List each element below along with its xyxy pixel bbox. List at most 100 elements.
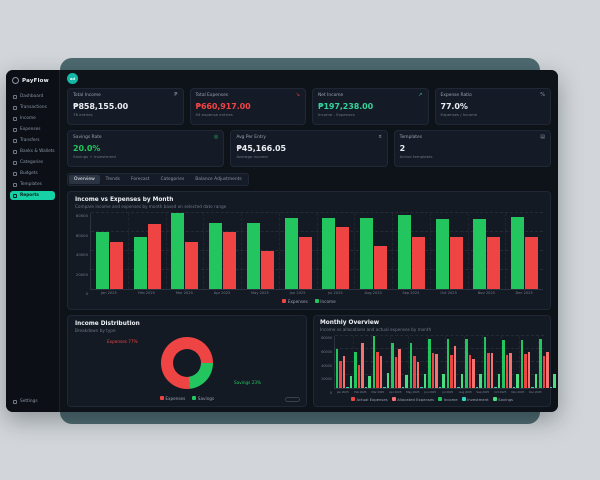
bar-allocated-expenses <box>398 349 401 388</box>
x-tick-label: Dec 2025 <box>515 291 533 296</box>
gridline <box>91 250 543 252</box>
bar-group-dec-2025 <box>505 213 543 290</box>
sidebar-item-transfers[interactable]: Transfers <box>10 136 55 145</box>
gridline <box>91 269 543 271</box>
x-tick-label: Feb 2025 <box>354 389 367 394</box>
donut-hole <box>173 349 201 378</box>
bar-investment <box>383 386 386 388</box>
bar-expenses <box>185 241 199 290</box>
bar-income <box>354 352 357 388</box>
tab-balance-adjustments[interactable]: Balance Adjustments <box>195 176 242 182</box>
app-window: PayFlow Dashboard Transactions Income Expen… <box>6 70 558 412</box>
x-axis: Jan 2025 Feb 2025 Mar 2025 Apr 2025 May 2025… <box>334 389 544 395</box>
x-tick-label: Apr 2025 <box>389 389 402 394</box>
stat-card-total-income: Total Income ₱ ₱858,155.00 76 entries <box>67 87 184 125</box>
tab-trends[interactable]: Trends <box>105 176 120 182</box>
bar-actual-expenses <box>505 354 508 388</box>
chart-legend: Actual Expenses Allocated Expenses Income I… <box>320 397 544 402</box>
sidebar-item-dashboard[interactable]: Dashboard <box>10 92 55 101</box>
scrollbar-pill[interactable] <box>285 396 300 402</box>
gridline <box>91 212 543 214</box>
income-icon <box>13 116 17 121</box>
x-tick-label: May 2025 <box>251 291 269 296</box>
bar-income <box>428 339 431 388</box>
chart-legend: Expenses Income <box>75 299 543 304</box>
bar-allocated-expenses <box>527 352 530 388</box>
sidebar-item-banks-wallets[interactable]: Banks & Wallets <box>10 147 55 156</box>
sidebar-item-label: Templates <box>20 182 42 187</box>
x-tick-label: Nov 2025 <box>511 389 525 394</box>
tab-categories[interactable]: Categories <box>160 176 185 182</box>
x-tick-label: Jan 2025 <box>100 291 117 296</box>
reports-icon <box>13 193 17 198</box>
bar-group-feb-2025 <box>352 336 372 388</box>
stat-value: 77.0% <box>440 101 468 111</box>
legend-item-income: Income <box>314 298 336 304</box>
sidebar-item-label: Budgets <box>20 171 38 176</box>
tab-forecast[interactable]: Forecast <box>130 176 150 182</box>
bar-investment <box>494 386 497 388</box>
monthly-overview-chart: 80000 60000 40000 20000 0 Jan 2025 Feb 2025 Ma… <box>320 335 556 395</box>
bar-expenses <box>374 246 388 290</box>
sidebar-item-label: Categories <box>20 160 44 165</box>
sidebar-item-income[interactable]: Income <box>10 114 55 123</box>
sidebar-item-expenses[interactable]: Expenses <box>10 125 55 134</box>
sidebar-item-templates[interactable]: Templates <box>10 180 55 189</box>
bar-income <box>284 217 298 290</box>
bar-investment <box>438 386 441 388</box>
x-tick-label: Aug 2025 <box>364 291 382 296</box>
y-tick-label: 20000 <box>321 377 332 382</box>
tab-overview[interactable]: Overview <box>69 174 100 184</box>
bar-expenses <box>260 251 274 290</box>
templates-icon <box>13 182 17 187</box>
x-tick-label: Jul 2025 <box>328 291 343 296</box>
income-vs-expenses-card: Income vs Expenses by Month Compare inco… <box>67 190 551 310</box>
y-axis: 80000 60000 40000 20000 0 <box>320 336 334 395</box>
donut-callout-expenses-77: Expenses 77% <box>107 339 138 345</box>
stat-card-savings-rate: Savings Rate ◎ 20.0% Savings + Investment <box>67 129 225 167</box>
y-tick-label: 80000 <box>75 213 88 219</box>
legend-label: Savings <box>498 396 514 402</box>
x-tick-label: Apr 2025 <box>213 291 231 296</box>
donut-callout-savings-23: Savings 23% <box>234 380 261 386</box>
sidebar-item-reports[interactable]: Reports <box>10 191 55 200</box>
legend-item-income: Income <box>438 397 458 402</box>
main-content: ad Total Income ₱ ₱858,155.00 76 entries Tot… <box>60 70 558 412</box>
chart-legend: Expenses Savings <box>75 396 299 401</box>
topbar: ad <box>67 72 551 86</box>
bar-allocated-expenses <box>490 352 493 388</box>
banks-wallets-icon <box>13 149 17 154</box>
stat-value: ₱660,917.00 <box>195 101 251 111</box>
stat-card-avg-per-entry: Avg Per Entry ¤ ₱45,166.05 Average income <box>230 129 388 167</box>
sidebar-item-label: Expenses <box>20 127 41 132</box>
bar-expenses <box>109 241 123 290</box>
bar-savings <box>442 374 445 388</box>
sidebar-item-settings[interactable]: Settings <box>10 397 55 406</box>
sidebar-item-label: Settings <box>20 399 38 404</box>
bar-investment <box>549 386 552 388</box>
bar-group-sep-2025 <box>482 336 501 388</box>
bar-actual-expenses <box>413 356 416 388</box>
bar-expenses <box>449 236 463 290</box>
bar-expenses <box>223 232 237 290</box>
y-tick-label: 80000 <box>321 336 332 341</box>
bar-group-mar-2025 <box>371 336 390 388</box>
x-tick-label: Oct 2025 <box>494 389 507 394</box>
sidebar-item-budgets[interactable]: Budgets <box>10 169 55 178</box>
bar-income <box>511 216 525 290</box>
plot-area <box>90 212 543 291</box>
sidebar-item-categories[interactable]: Categories <box>10 158 55 167</box>
bar-income <box>335 349 338 388</box>
legend-item-investment: Investment <box>461 397 489 402</box>
legend-label: Income <box>320 298 336 304</box>
bar-income <box>465 339 468 388</box>
bar-income <box>502 340 505 388</box>
bar-savings <box>386 373 389 388</box>
sidebar-item-transactions[interactable]: Transactions <box>10 103 55 112</box>
x-tick-label: Nov 2025 <box>477 291 496 296</box>
app-name: PayFlow <box>22 77 49 84</box>
gridline <box>335 374 544 376</box>
legend-swatch <box>350 397 355 402</box>
stat-sub: 94 expense entries <box>195 111 233 117</box>
user-avatar[interactable]: ad <box>67 73 78 85</box>
